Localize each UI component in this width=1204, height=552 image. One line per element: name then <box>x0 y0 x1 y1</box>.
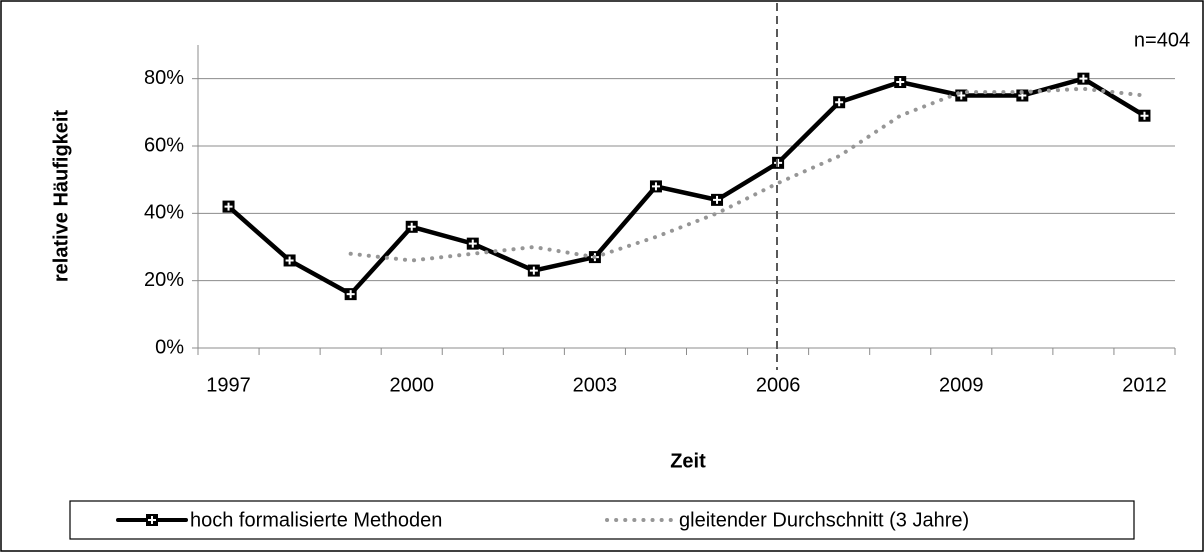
point <box>772 156 785 169</box>
marker-cross <box>468 239 477 248</box>
y-axis-label: relative Häufigkeit <box>50 110 72 283</box>
marker-cross <box>1140 111 1149 120</box>
point <box>405 220 418 233</box>
point <box>222 200 235 213</box>
point <box>1138 109 1151 122</box>
point <box>649 180 662 193</box>
x-tick-label: 2003 <box>573 374 618 396</box>
marker-cross <box>148 516 156 524</box>
marker-cross <box>835 98 844 107</box>
series <box>222 72 1151 301</box>
point <box>283 254 296 267</box>
marker-cross <box>407 222 416 231</box>
x-tick-label: 2000 <box>389 374 434 396</box>
x-tick-label: 2012 <box>1122 374 1167 396</box>
marker-cross <box>285 256 294 265</box>
x-tick-label: 1997 <box>206 374 251 396</box>
marker-cross <box>713 195 722 204</box>
point <box>894 76 907 89</box>
x-tick-label: 2006 <box>756 374 801 396</box>
point <box>466 237 479 250</box>
plot-area: 0% 20% 40% 60% 80% 1997 2000 2003 2006 2009 2012 <box>144 45 1176 396</box>
legend-label: hoch formalisierte Methoden <box>190 509 442 531</box>
marker-cross <box>774 158 783 167</box>
point <box>833 96 846 109</box>
marker-cross <box>1079 74 1088 83</box>
marker-cross <box>224 202 233 211</box>
x-axis-label: Zeit <box>670 450 706 472</box>
series <box>348 86 1147 263</box>
legend-label: gleitender Durchschnitt (3 Jahre) <box>679 509 969 531</box>
point <box>711 193 724 206</box>
series-line <box>226 76 1147 297</box>
y-tick-label: 60% <box>144 134 184 156</box>
y-tick-label: 80% <box>144 67 184 89</box>
legend-box <box>69 500 1135 540</box>
y-tick-label: 20% <box>144 269 184 291</box>
marker-cross <box>957 91 966 100</box>
point <box>527 264 540 277</box>
y-tick-label: 0% <box>155 336 184 358</box>
point <box>1077 72 1090 85</box>
legend-item: gleitender Durchschnitt (3 Jahre) <box>605 509 969 531</box>
marker-cross <box>346 290 355 299</box>
legend-item: hoch formalisierte Methoden <box>116 509 442 531</box>
y-tick-label: 40% <box>144 202 184 224</box>
marker-cross <box>651 182 660 191</box>
legend: hoch formalisierte Methoden gleitender Du… <box>116 509 969 531</box>
marker-cross <box>529 266 538 275</box>
series-line <box>348 86 1147 263</box>
point <box>344 288 357 301</box>
marker-cross <box>896 78 905 87</box>
x-tick-label: 2009 <box>939 374 984 396</box>
annotation: n=404 <box>1134 29 1190 51</box>
